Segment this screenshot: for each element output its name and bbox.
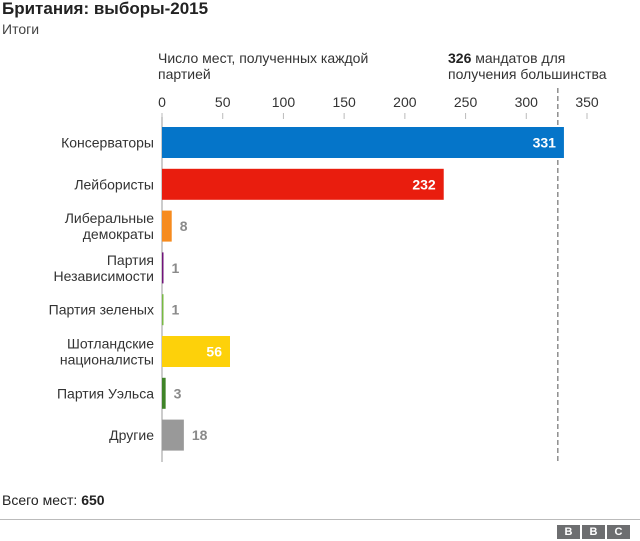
- total-seats-value: 650: [81, 492, 105, 508]
- total-seats-label: Всего мест:: [2, 492, 82, 508]
- category-label-1: Лейбористы: [74, 176, 154, 192]
- bar-3: [162, 252, 164, 284]
- category-label-6: Партия Уэльса: [57, 385, 154, 401]
- category-label-5-0: Шотландские: [67, 336, 154, 352]
- category-label-5-1: националисты: [60, 352, 154, 368]
- x-tick-label-0: 0: [158, 94, 166, 110]
- x-tick-label-2: 100: [272, 94, 296, 110]
- category-label-3-0: Партия: [107, 252, 154, 268]
- bbc-logo: B B C: [557, 525, 630, 539]
- bar-2: [162, 210, 172, 242]
- total-seats: Всего мест: 650: [2, 492, 105, 508]
- majority-text: мандатов для: [471, 50, 566, 66]
- bar-5: [162, 336, 231, 367]
- value-label-7: 18: [192, 427, 208, 443]
- chart-title: Британия: выборы-2015: [2, 0, 209, 18]
- category-label-2-1: демократы: [83, 226, 154, 242]
- category-label-4: Партия зеленых: [49, 302, 154, 318]
- majority-line-label: 326 мандатов для получения большинства: [448, 50, 607, 82]
- value-label-0: 331: [533, 135, 557, 151]
- x-tick-label-3: 150: [332, 94, 356, 110]
- bar-6: [162, 377, 166, 409]
- majority-value: 326: [448, 50, 472, 66]
- chart-subtitle: Итоги: [2, 21, 40, 37]
- majority-text-line2: получения большинства: [448, 66, 607, 82]
- bar-1: [162, 168, 444, 200]
- footer-divider: [0, 519, 640, 520]
- bbc-logo-c: C: [607, 525, 630, 539]
- bar-4: [162, 294, 164, 326]
- bar-0: [162, 127, 564, 158]
- bar-7: [162, 419, 184, 451]
- bbc-logo-b2: B: [582, 525, 605, 539]
- category-label-0: Консерваторы: [61, 135, 154, 151]
- value-label-3: 1: [172, 260, 180, 276]
- value-label-4: 1: [172, 302, 180, 318]
- seats-bar-chart: 0 50 100 150 200 250 300 350 Консерваторы 331 Лейб…: [49, 88, 599, 462]
- category-label-7: Другие: [109, 427, 154, 443]
- x-tick-label-6: 300: [515, 94, 539, 110]
- x-tick-label-7: 350: [575, 94, 599, 110]
- x-tick-label-5: 250: [454, 94, 478, 110]
- value-label-1: 232: [412, 176, 436, 192]
- value-label-5: 56: [206, 344, 222, 360]
- category-label-3-1: Независимости: [53, 268, 154, 284]
- value-label-6: 3: [174, 385, 182, 401]
- category-label-2-0: Либеральные: [65, 210, 154, 226]
- value-label-2: 8: [180, 218, 188, 234]
- x-tick-label-1: 50: [215, 94, 231, 110]
- x-tick-label-4: 200: [393, 94, 417, 110]
- x-axis-label: Число мест, полученных каждой партией: [158, 50, 369, 82]
- bbc-logo-b1: B: [557, 525, 580, 539]
